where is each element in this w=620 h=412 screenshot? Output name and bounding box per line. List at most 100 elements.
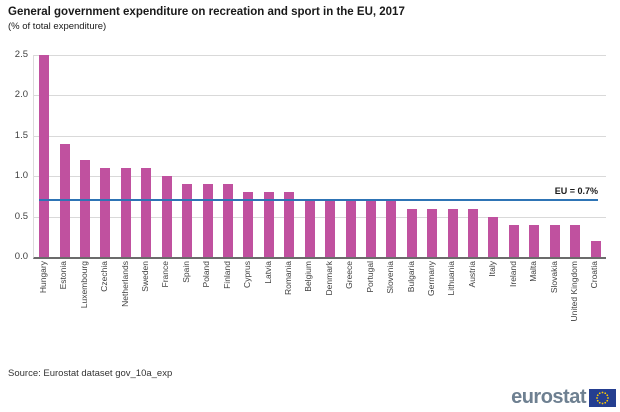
bar <box>141 168 152 257</box>
x-slot: Poland <box>196 261 216 357</box>
bar-slot <box>504 55 524 257</box>
x-slot: Hungary <box>33 261 53 357</box>
gridline <box>34 135 606 137</box>
x-tick-label: Finland <box>221 261 232 289</box>
x-slot: Austria <box>462 261 482 357</box>
x-slot: Estonia <box>53 261 73 357</box>
x-tick-label: Spain <box>180 261 191 283</box>
bar-slot <box>545 55 565 257</box>
y-tick-label: 1.0 <box>14 170 28 182</box>
bar <box>39 55 50 257</box>
bar-slot <box>483 55 503 257</box>
bar-slot <box>463 55 483 257</box>
x-slot: Italy <box>482 261 502 357</box>
x-slot: Luxembourg <box>74 261 94 357</box>
bar <box>182 184 193 257</box>
bar <box>549 224 560 257</box>
bar <box>365 200 376 257</box>
bar-slot <box>565 55 585 257</box>
bar <box>304 200 315 257</box>
x-tick-label: Estonia <box>58 261 69 290</box>
gridline <box>34 216 606 218</box>
x-slot: France <box>156 261 176 357</box>
x-slot: Czechia <box>94 261 114 357</box>
x-tick-label: Cyprus <box>242 261 253 288</box>
y-tick-label: 0.5 <box>14 210 28 222</box>
bar <box>427 208 438 257</box>
x-tick-label: Slovenia <box>385 261 396 294</box>
bar <box>243 192 254 257</box>
bar <box>202 184 213 257</box>
x-tick-label: Ireland <box>507 261 518 287</box>
bar <box>223 184 233 257</box>
x-tick-label: Poland <box>201 261 212 288</box>
x-tick-label: Luxembourg <box>78 261 89 309</box>
bar <box>345 200 356 257</box>
x-slot: Belgium <box>298 261 318 357</box>
x-tick-label: Italy <box>487 261 498 277</box>
bar-slot <box>422 55 442 257</box>
x-tick-label: France <box>160 261 171 288</box>
x-slot: Finland <box>217 261 237 357</box>
bar <box>488 216 499 257</box>
x-tick-label: Germany <box>425 261 436 296</box>
bar-slot <box>585 55 605 257</box>
x-tick-label: Greece <box>344 261 355 289</box>
eurostat-wordmark: eurostat <box>511 386 586 408</box>
bar-slot <box>54 55 74 257</box>
x-slot: Slovenia <box>380 261 400 357</box>
bar-slot <box>116 55 136 257</box>
bar <box>529 224 540 257</box>
bar <box>284 192 295 257</box>
bar <box>508 224 519 257</box>
x-slot: Greece <box>339 261 359 357</box>
x-tick-label: Romania <box>283 261 294 296</box>
x-slot: Bulgaria <box>401 261 421 357</box>
bar-slot <box>238 55 258 257</box>
x-slot: Denmark <box>319 261 339 357</box>
bar-slot <box>75 55 95 257</box>
x-slot: Sweden <box>135 261 155 357</box>
x-tick-label: Bulgaria <box>405 261 416 293</box>
bar <box>386 200 397 257</box>
bar-slot <box>381 55 401 257</box>
gridline <box>34 95 606 97</box>
bar <box>120 168 131 257</box>
x-slot: Portugal <box>360 261 380 357</box>
x-slot: Slovakia <box>544 261 564 357</box>
x-slot: Lithuania <box>441 261 461 357</box>
x-tick-label: Netherlands <box>119 261 130 307</box>
bar-slot <box>136 55 156 257</box>
bar-slot <box>524 55 544 257</box>
x-tick-label: United Kingdom <box>568 261 579 322</box>
x-slot: Netherlands <box>115 261 135 357</box>
bar <box>100 168 111 257</box>
bar-slot <box>95 55 115 257</box>
gridline <box>34 176 606 178</box>
bar-slot <box>197 55 217 257</box>
bar <box>447 208 458 257</box>
bar-slot <box>320 55 340 257</box>
x-slot: Spain <box>176 261 196 357</box>
bar-slot <box>34 55 54 257</box>
chart-title: General government expenditure on recrea… <box>8 6 405 18</box>
source-note: Source: Eurostat dataset gov_10a_exp <box>8 368 173 379</box>
x-slot: Croatia <box>584 261 604 357</box>
y-tick-label: 0.0 <box>14 251 28 262</box>
bar <box>263 192 274 257</box>
bar-slot <box>402 55 422 257</box>
eu-reference-label: EU = 0.7% <box>554 186 598 197</box>
y-tick-label: 2.0 <box>14 89 28 101</box>
bar <box>161 176 172 257</box>
eurostat-logo: eurostat <box>511 386 616 409</box>
x-slot: Latvia <box>258 261 278 357</box>
plot-area: EU = 0.7% <box>33 55 606 259</box>
x-tick-label: Belgium <box>303 261 314 292</box>
bar <box>590 240 601 257</box>
bar-slot <box>259 55 279 257</box>
x-tick-label: Czechia <box>99 261 110 292</box>
x-slot: Germany <box>421 261 441 357</box>
x-tick-label: Austria <box>466 261 477 288</box>
bar <box>468 208 479 257</box>
